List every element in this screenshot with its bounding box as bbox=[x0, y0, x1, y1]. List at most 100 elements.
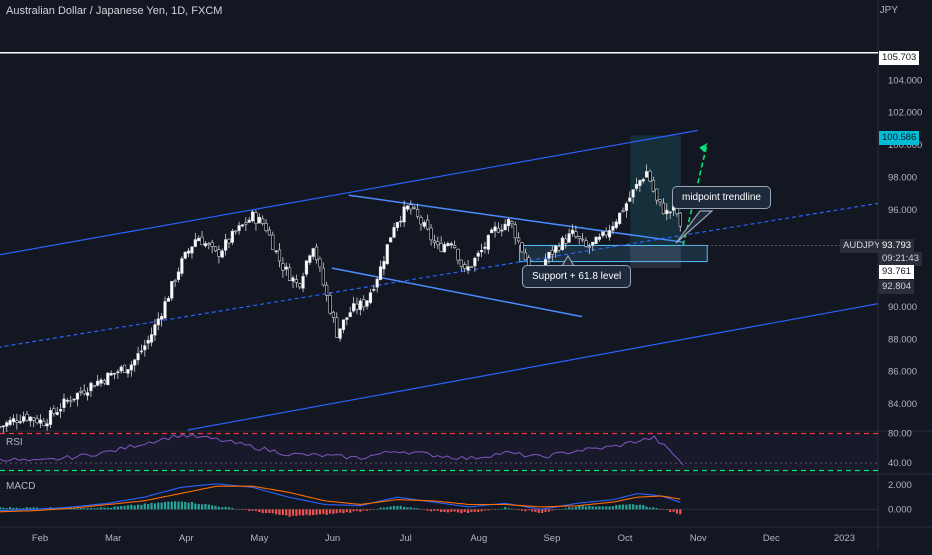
candle-body bbox=[42, 420, 46, 426]
macd-histogram-bar bbox=[83, 508, 86, 510]
wedge-upper-line bbox=[348, 194, 684, 243]
macd-histogram-bar bbox=[126, 505, 130, 510]
macd-histogram-bar bbox=[578, 505, 581, 510]
macd-histogram-bar bbox=[113, 506, 116, 510]
macd-histogram-bar bbox=[133, 505, 136, 510]
candle-body bbox=[72, 398, 76, 401]
macd-histogram-bar bbox=[106, 507, 109, 510]
candle-body bbox=[304, 260, 309, 275]
macd-histogram-bar bbox=[72, 507, 76, 510]
macd-histogram-bar bbox=[561, 509, 564, 510]
macd-histogram-bar bbox=[19, 508, 22, 510]
macd-histogram-bar bbox=[103, 507, 106, 510]
candle-body bbox=[368, 292, 373, 303]
candle-body bbox=[618, 212, 622, 224]
macd-histogram-bar bbox=[170, 501, 173, 510]
macd-histogram-bar bbox=[197, 503, 200, 510]
macd-histogram-bar bbox=[648, 507, 652, 510]
macd-histogram-bar bbox=[278, 509, 281, 515]
macd-histogram-bar bbox=[497, 508, 500, 510]
candle-body bbox=[1, 425, 5, 428]
candle-body bbox=[429, 227, 433, 241]
candle-body bbox=[426, 219, 430, 230]
macd-histogram-bar bbox=[25, 507, 29, 510]
macd-histogram-bar bbox=[547, 509, 551, 512]
macd-histogram-bar bbox=[584, 506, 588, 510]
candle-body bbox=[126, 369, 130, 374]
projection-risk-zone bbox=[630, 245, 681, 269]
macd-histogram-bar bbox=[537, 509, 540, 513]
candle-body bbox=[655, 188, 659, 201]
macd-histogram-bar bbox=[568, 507, 571, 510]
macd-histogram-bar bbox=[147, 503, 150, 510]
candle-body bbox=[594, 236, 598, 244]
candle-body bbox=[85, 392, 90, 396]
macd-histogram-bar bbox=[224, 506, 227, 510]
macd-histogram-bar bbox=[635, 505, 638, 510]
candle-body bbox=[439, 243, 443, 252]
macd-histogram-bar bbox=[382, 507, 386, 510]
candle-body bbox=[8, 419, 12, 425]
candle-body bbox=[591, 241, 595, 246]
candle-body bbox=[510, 221, 514, 225]
candle-body bbox=[281, 263, 285, 271]
macd-histogram-bar bbox=[35, 507, 39, 510]
macd-histogram-bar bbox=[386, 507, 389, 510]
macd-histogram-bar bbox=[352, 509, 355, 512]
countdown-tag: 09:21:43 bbox=[879, 252, 922, 266]
macd-histogram-bar bbox=[0, 507, 2, 510]
x-tick-label: 2023 bbox=[834, 533, 855, 544]
candle-body bbox=[355, 303, 359, 310]
candle-body bbox=[557, 246, 561, 251]
candle-body bbox=[422, 222, 426, 227]
support-price-tag: 92.804 bbox=[879, 280, 915, 294]
macd-histogram-bar bbox=[655, 508, 658, 510]
x-tick-label: Oct bbox=[618, 533, 633, 544]
candle-body bbox=[554, 245, 558, 253]
candle-body bbox=[587, 246, 591, 249]
macd-histogram-bar bbox=[541, 509, 544, 513]
macd-histogram-bar bbox=[227, 507, 231, 510]
macd-histogram-bar bbox=[96, 508, 99, 510]
macd-histogram-bar bbox=[423, 509, 426, 510]
candle-body bbox=[601, 231, 605, 236]
candle-body bbox=[186, 250, 191, 254]
macd-histogram-bar bbox=[258, 509, 261, 513]
macd-line bbox=[0, 483, 681, 512]
macd-histogram-bar bbox=[295, 509, 298, 516]
macd-histogram-bar bbox=[136, 504, 140, 510]
candle-body bbox=[389, 237, 393, 243]
macd-histogram-bar bbox=[403, 506, 406, 510]
macd-histogram-bar bbox=[150, 502, 153, 510]
macd-histogram-bar bbox=[89, 507, 93, 510]
candle-body bbox=[449, 243, 453, 246]
candle-body bbox=[466, 266, 470, 271]
signal-line bbox=[0, 485, 681, 513]
macd-histogram-bar bbox=[362, 509, 365, 511]
candle-body bbox=[35, 418, 39, 424]
candle-body bbox=[473, 257, 477, 267]
currency-label: JPY bbox=[879, 5, 898, 16]
macd-histogram-bar bbox=[372, 509, 375, 510]
candle-body bbox=[234, 230, 238, 233]
macd-histogram-bar bbox=[608, 506, 611, 510]
candle-body bbox=[197, 237, 201, 242]
macd-histogram-bar bbox=[514, 509, 517, 510]
candle-body bbox=[250, 211, 255, 222]
rsi-tick-label: 40.00 bbox=[888, 458, 912, 469]
macd-histogram-bar bbox=[130, 504, 133, 510]
candle-body bbox=[520, 242, 524, 253]
candle-body bbox=[493, 226, 497, 232]
macd-histogram-bar bbox=[594, 506, 598, 510]
macd-histogram-bar bbox=[658, 509, 662, 510]
candle-body bbox=[550, 249, 554, 255]
macd-histogram-bar bbox=[446, 509, 450, 513]
candle-body bbox=[506, 219, 511, 227]
candle-body bbox=[32, 417, 36, 421]
macd-histogram-bar bbox=[12, 508, 15, 510]
macd-histogram-bar bbox=[305, 509, 308, 515]
macd-histogram-bar bbox=[598, 506, 601, 510]
candle-body bbox=[136, 353, 140, 361]
support-callout: Support + 61.8 level bbox=[522, 265, 632, 288]
